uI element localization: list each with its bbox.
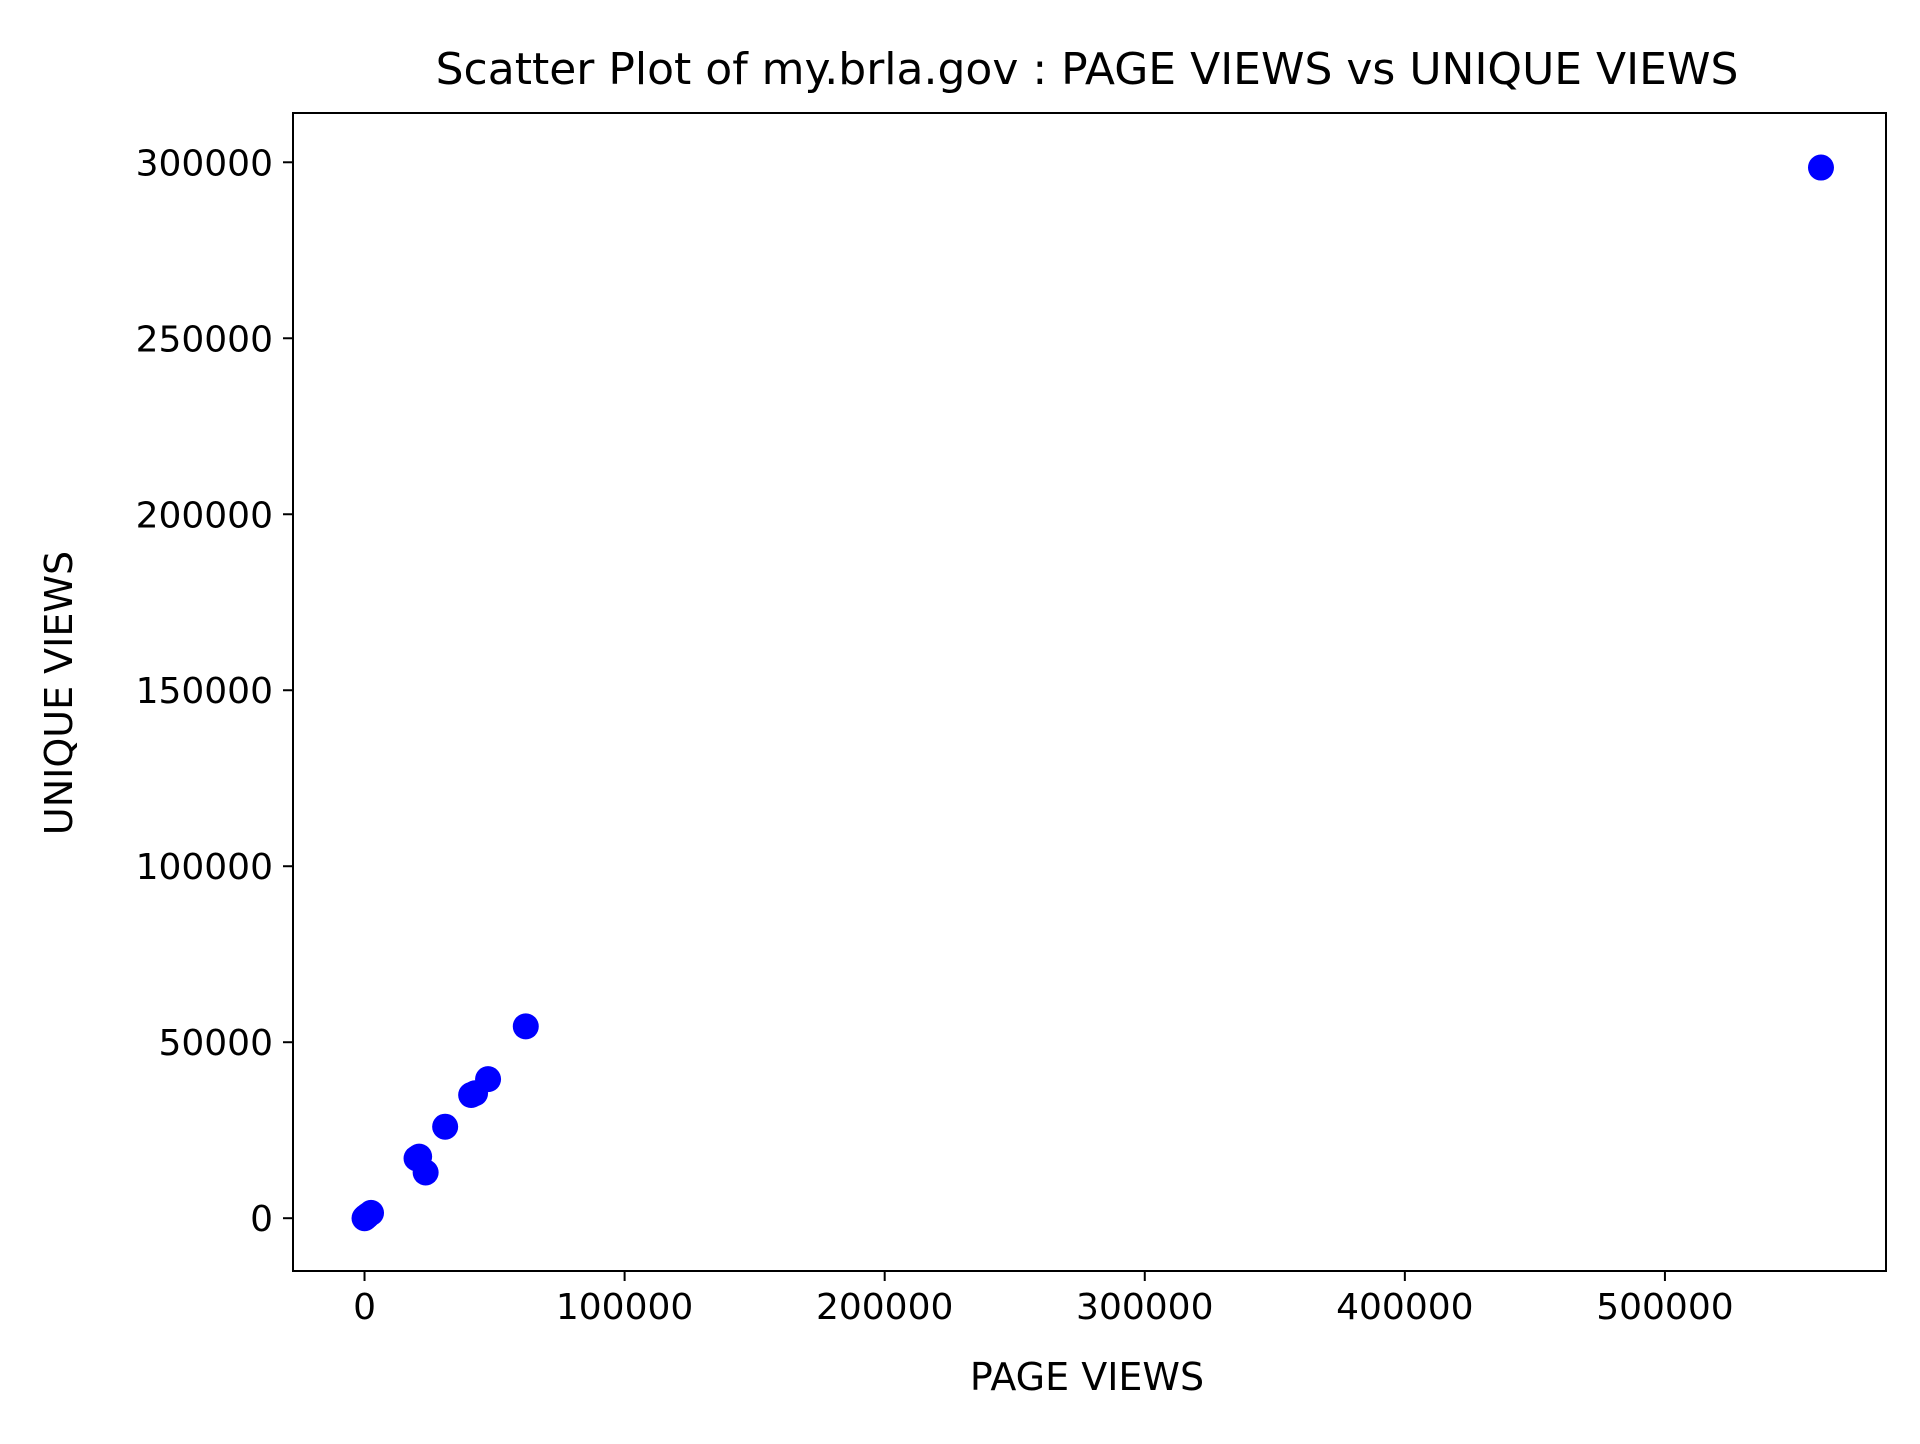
x-tick-label: 100000 — [556, 1287, 693, 1328]
x-axis-ticks: 0 100000 200000 300000 400000 500000 — [353, 1271, 1734, 1328]
data-point — [432, 1113, 459, 1140]
y-tick-label: 50000 — [158, 1023, 273, 1064]
chart-title: Scatter Plot of my.brla.gov : PAGE VIEWS… — [436, 44, 1739, 95]
x-tick-label: 200000 — [816, 1287, 953, 1328]
y-tick-label: 200000 — [136, 495, 273, 536]
y-tick-label: 250000 — [136, 319, 273, 360]
data-point — [412, 1159, 439, 1186]
x-tick-label: 300000 — [1076, 1287, 1213, 1328]
data-point — [512, 1013, 539, 1040]
plot-frame — [292, 112, 1887, 1272]
data-point — [1807, 154, 1834, 181]
x-tick-label: 500000 — [1596, 1287, 1733, 1328]
x-tick-label: 0 — [353, 1287, 376, 1328]
y-axis-ticks: 0 50000 100000 150000 200000 250000 300000 — [136, 143, 293, 1240]
x-axis-label: PAGE VIEWS — [970, 1355, 1204, 1399]
y-tick-label: 300000 — [136, 143, 273, 184]
y-tick-label: 0 — [250, 1199, 273, 1240]
x-tick-label: 400000 — [1336, 1287, 1473, 1328]
data-points — [351, 154, 1834, 1232]
y-tick-label: 100000 — [136, 847, 273, 888]
data-point — [358, 1199, 385, 1226]
y-axis-label: UNIQUE VIEWS — [37, 551, 81, 835]
y-tick-label: 150000 — [136, 671, 273, 712]
data-point — [475, 1066, 502, 1093]
